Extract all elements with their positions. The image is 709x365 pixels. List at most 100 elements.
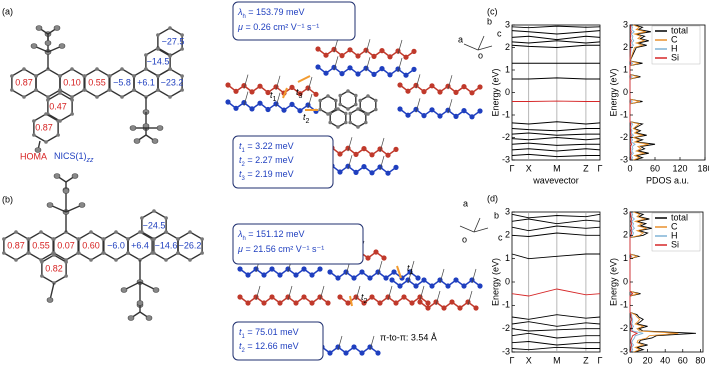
x-tick-label: Z (583, 163, 589, 173)
atom (477, 108, 483, 114)
symbol: t (239, 327, 242, 337)
side-chain (415, 98, 421, 113)
y-tick-label: 2 (505, 230, 510, 240)
y-tick-label: -3 (502, 154, 510, 164)
atom (40, 274, 44, 278)
atom (365, 255, 371, 261)
atom (95, 67, 99, 71)
x-tick-label: M (553, 355, 561, 365)
atom (421, 277, 427, 283)
atom (14, 258, 18, 262)
nics-value: +6.4 (131, 240, 149, 250)
homa-value: 0.07 (57, 240, 75, 250)
atom (339, 71, 345, 77)
side-chain (447, 99, 453, 114)
atom (70, 95, 74, 99)
atom (313, 91, 319, 97)
atom (120, 67, 124, 71)
molecule-chain (391, 279, 481, 287)
symbol: λ (237, 229, 242, 239)
atom (225, 99, 231, 105)
atom (152, 287, 160, 293)
atom (269, 294, 275, 300)
atom (429, 83, 435, 89)
atom (120, 95, 124, 99)
axis-vector (477, 35, 485, 51)
x-tick-label: Z (583, 355, 589, 365)
atom (126, 251, 130, 255)
atom (140, 230, 144, 234)
y-tick-label: 0 (623, 276, 628, 286)
text: = 21.56 cm² V⁻¹ s⁻¹ (243, 244, 324, 254)
coupling-line: t2 = 2.27 meV (239, 155, 294, 167)
atom (359, 350, 365, 356)
symbol: t (361, 292, 364, 302)
atom (127, 315, 135, 321)
side-chain (397, 39, 403, 55)
atom (333, 98, 338, 103)
homa-value: 0.55 (32, 240, 50, 250)
text: = 3.22 meV (245, 141, 294, 151)
atom (289, 101, 295, 107)
band-line (511, 225, 601, 232)
coupling-line: t1 = 75.01 meV (239, 327, 299, 339)
axis-letter: b (487, 16, 492, 26)
atom (200, 237, 204, 241)
panel-label: (d) (487, 193, 498, 203)
band-line (511, 148, 601, 152)
atom (397, 283, 403, 289)
atom (348, 120, 353, 125)
atom (409, 300, 415, 306)
atom (453, 277, 459, 283)
atom (317, 266, 323, 272)
atom (379, 48, 385, 54)
side-chain (365, 39, 371, 54)
y-tick-label: 2 (623, 230, 628, 240)
atom (136, 300, 144, 306)
atom (338, 93, 343, 98)
subscript: 1 (273, 96, 277, 103)
atom (164, 216, 168, 220)
atom (120, 287, 128, 293)
atom (348, 111, 353, 116)
atom (176, 237, 180, 241)
atom (323, 52, 329, 58)
y-tick-label: 1 (623, 64, 628, 74)
symbol: t (296, 87, 299, 97)
atom (102, 251, 106, 255)
y-tick-label: -3 (620, 154, 628, 164)
atom (78, 202, 86, 208)
side-chain (377, 260, 383, 276)
atom (52, 253, 56, 257)
atom (425, 300, 431, 306)
band-line (511, 341, 600, 346)
atom (188, 258, 192, 262)
atom (363, 120, 368, 125)
atom (346, 89, 350, 93)
atom (301, 294, 307, 300)
atom (353, 102, 358, 107)
hop-label: t2 (361, 292, 368, 305)
atom (83, 74, 87, 78)
subscript: 3 (242, 176, 246, 182)
atom (336, 125, 340, 129)
symbol: λ (237, 7, 242, 17)
legend-label: C (671, 34, 678, 44)
atom (325, 300, 331, 306)
transport-line: μ = 21.56 cm² V⁻¹ s⁻¹ (237, 244, 324, 254)
x-tick-label: Γ (598, 163, 603, 173)
ring (329, 108, 347, 128)
x-tick-label: 80 (695, 355, 705, 365)
homa-value: 0.47 (49, 101, 67, 111)
y-tick-label: -3 (502, 346, 510, 356)
band-line (512, 77, 600, 80)
atom (293, 300, 299, 306)
band-line (511, 142, 600, 146)
atom (415, 275, 421, 281)
axis-letter: b (494, 210, 499, 220)
homa-value: 0.87 (35, 122, 53, 132)
atom (361, 164, 367, 170)
atom (336, 107, 340, 111)
band-line (511, 30, 601, 35)
y-axis-label: Energy (eV) (608, 68, 618, 116)
